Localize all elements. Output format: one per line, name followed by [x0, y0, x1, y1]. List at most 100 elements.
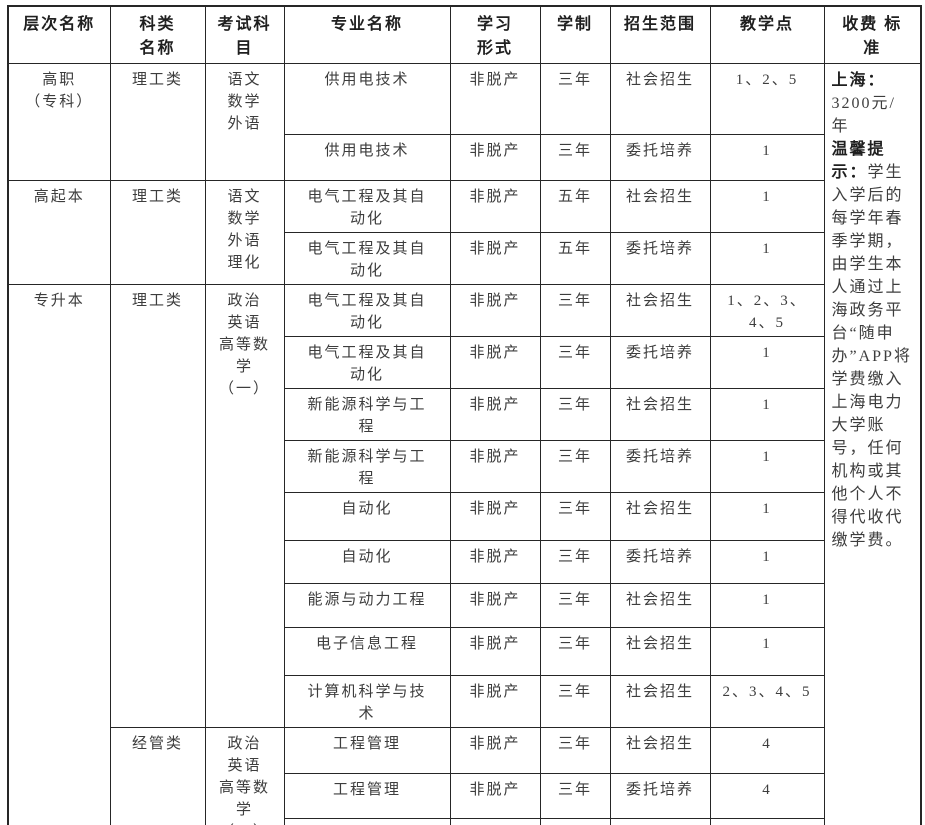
column-header-level: 层次名称	[7, 5, 111, 64]
cell-duration: 三年	[539, 540, 611, 584]
table-row: 计算机科学与技 术 非脱产 三年 社会招生 2、3、4、5	[8, 675, 921, 728]
cell-major: 工程管理	[283, 773, 451, 819]
cell-scope: 委托培养	[609, 232, 711, 285]
table-row: 高职 （专科） 理工类 语文 数学 外语 供用电技术 非脱产 三年 社会招生 1…	[7, 63, 922, 825]
cell-study-form: 非脱产	[449, 134, 541, 181]
cell-sites: 1	[709, 232, 825, 285]
table-row: 工程管理 非脱产 三年 委托培养 4	[8, 773, 921, 819]
cell-sites: 1	[709, 388, 825, 441]
cell-major: 电气工程及其自 动化	[283, 336, 451, 389]
table-row: 电子信息工程 非脱产 三年 社会招生 1	[8, 627, 921, 676]
cell-sites: 1、2、3、 4、5	[709, 284, 825, 337]
table-row: 经管类 政治 英语 高等数 学 （二） 工程管理 非脱产 三年 社会招生 4	[8, 727, 921, 825]
cell-study-form: 非脱产	[449, 818, 541, 825]
cell-duration: 三年	[539, 134, 611, 181]
cell-scope: 社会招生	[609, 284, 711, 337]
cell-duration: 三年	[539, 583, 611, 628]
column-header-sites: 教学点	[709, 5, 825, 64]
column-header-category: 科类 名称	[109, 5, 206, 64]
cell-exam-subjects: 语文 数学 外语 理化	[204, 180, 285, 285]
cell-duration: 五年	[539, 180, 611, 233]
cell-duration: 三年	[539, 627, 611, 676]
table-row: 电气工程及其自 动化 非脱产 五年 委托培养 1	[8, 232, 921, 285]
column-header-scope: 招生范围	[609, 5, 711, 64]
cell-sites: 1	[709, 627, 825, 676]
cell-scope: 社会招生	[609, 63, 711, 135]
cell-sites: 1	[709, 540, 825, 584]
header-row: 层次名称 科类 名称 考试科 目 专业名称 学习 形式 学制 招生范围 教学点 …	[7, 5, 922, 64]
cell-study-form: 非脱产	[449, 627, 541, 676]
cell-major: 新能源科学与工 程	[283, 440, 451, 493]
cell-major: 电气工程及其自 动化	[283, 180, 451, 233]
table-row: 电气工程及其自 动化 非脱产 三年 委托培养 1	[8, 336, 921, 389]
cell-major: 计算机科学与技 术	[283, 675, 451, 728]
fee-tip: 温馨提示：学生入学后的每学年春季学期，由学生本人通过上海政务平台“随申办”APP…	[832, 138, 915, 552]
column-header-major: 专业名称	[283, 5, 451, 64]
cell-duration: 三年	[539, 818, 611, 825]
fee-tip-body: 学生入学后的每学年春季学期，由学生本人通过上海政务平台“随申办”APP将学费缴入…	[831, 164, 912, 549]
cell-major: 供用电技术	[283, 63, 451, 135]
cell-study-form: 非脱产	[449, 284, 541, 337]
cell-duration: 三年	[539, 388, 611, 441]
cell-duration: 三年	[539, 63, 611, 135]
cell-duration: 三年	[539, 284, 611, 337]
cell-scope: 社会招生	[609, 627, 711, 676]
cell-study-form: 非脱产	[449, 727, 541, 774]
cell-exam-subjects: 政治 英语 高等数 学 （一）	[204, 284, 285, 728]
cell-exam-subjects: 政治 英语 高等数 学 （二）	[204, 727, 285, 825]
cell-category: 经管类	[109, 727, 206, 825]
table-row: 自动化 非脱产 三年 社会招生 1	[8, 492, 921, 541]
cell-scope: 社会招生	[609, 180, 711, 233]
cell-major: 自动化	[283, 540, 451, 584]
cell-scope: 委托培养	[609, 440, 711, 493]
cell-sites: 1	[709, 134, 825, 181]
cell-major: 工商管理	[283, 818, 451, 825]
cell-exam-subjects: 语文 数学 外语	[204, 63, 285, 181]
cell-major: 自动化	[283, 492, 451, 541]
cell-study-form: 非脱产	[449, 388, 541, 441]
column-header-fee: 收费 标 准	[823, 5, 922, 64]
cell-sites: 1、2、5	[709, 63, 825, 135]
table-row: 工商管理 非脱产 三年 社会招生 1、2、3、5	[8, 818, 921, 825]
table-row: 供用电技术 非脱产 三年 委托培养 1	[8, 134, 921, 181]
cell-major: 能源与动力工程	[283, 583, 451, 628]
cell-study-form: 非脱产	[449, 773, 541, 819]
column-header-duration: 学制	[539, 5, 611, 64]
cell-major: 电气工程及其自 动化	[283, 284, 451, 337]
cell-duration: 三年	[539, 727, 611, 774]
cell-scope: 社会招生	[609, 675, 711, 728]
table-row: 能源与动力工程 非脱产 三年 社会招生 1	[8, 583, 921, 628]
cell-scope: 社会招生	[609, 492, 711, 541]
cell-level: 高起本	[7, 180, 111, 285]
enrollment-table: 层次名称 科类 名称 考试科 目 专业名称 学习 形式 学制 招生范围 教学点 …	[7, 5, 922, 825]
cell-sites: 1	[709, 492, 825, 541]
cell-study-form: 非脱产	[449, 583, 541, 628]
column-header-study-form: 学习 形式	[449, 5, 541, 64]
fee-tip-label: 温馨提示：	[831, 141, 886, 181]
cell-category: 理工类	[109, 284, 206, 728]
cell-sites: 1	[709, 180, 825, 233]
cell-scope: 社会招生	[609, 727, 711, 774]
cell-sites: 1	[709, 440, 825, 493]
cell-scope: 社会招生	[609, 583, 711, 628]
cell-sites: 2、3、4、5	[709, 675, 825, 728]
cell-scope: 委托培养	[609, 336, 711, 389]
cell-major: 电子信息工程	[283, 627, 451, 676]
cell-major: 新能源科学与工 程	[283, 388, 451, 441]
cell-study-form: 非脱产	[449, 440, 541, 493]
cell-duration: 三年	[539, 492, 611, 541]
cell-duration: 三年	[539, 675, 611, 728]
cell-study-form: 非脱产	[449, 232, 541, 285]
cell-scope: 社会招生	[609, 818, 711, 825]
cell-study-form: 非脱产	[449, 675, 541, 728]
cell-study-form: 非脱产	[449, 336, 541, 389]
fee-price: 3200元/ 年	[831, 95, 896, 135]
cell-sites: 4	[709, 727, 825, 774]
fee-city: 上海：	[831, 72, 886, 89]
cell-study-form: 非脱产	[449, 492, 541, 541]
cell-category: 理工类	[109, 180, 206, 285]
cell-sites: 1	[709, 336, 825, 389]
cell-scope: 委托培养	[609, 773, 711, 819]
cell-study-form: 非脱产	[449, 180, 541, 233]
cell-duration: 五年	[539, 232, 611, 285]
